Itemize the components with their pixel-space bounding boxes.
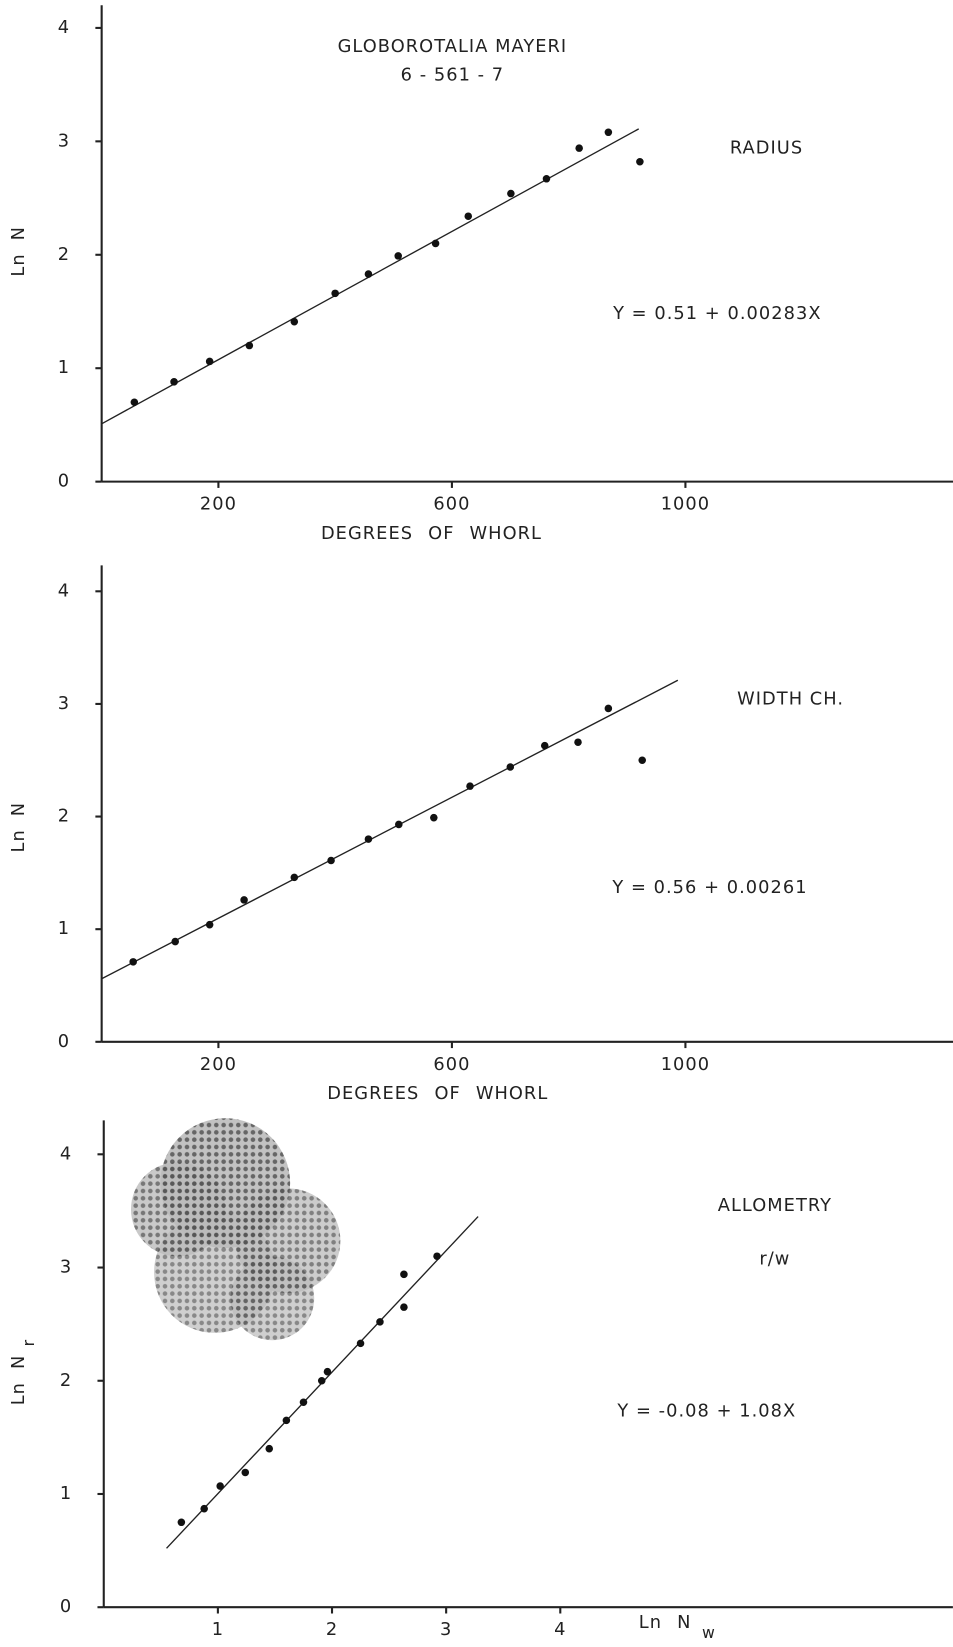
y-tick-label: 3 [60,1257,72,1278]
y-axis-label: Ln N [8,226,29,277]
annotation: WIDTH CH. [737,688,844,709]
data-point [507,189,515,198]
annotation: Y = -0.08 + 1.08X [616,1400,796,1421]
annotation: RADIUS [730,138,803,159]
data-point [299,1398,308,1407]
data-point [331,289,339,298]
x-axis-label-subscript: w [702,1623,716,1642]
y-tick-label: 4 [58,17,70,38]
data-point [575,144,583,152]
data-point [364,835,373,843]
data-point [282,1416,291,1425]
y-tick-label: 4 [60,1143,72,1164]
x-tick-label: 600 [433,494,470,515]
data-point [130,398,139,407]
data-point [574,738,582,746]
chart-subtitle: 6 - 561 - 7 [401,64,505,85]
data-point [205,920,214,929]
x-tick-label: 2 [326,1619,338,1640]
y-tick-label: 4 [58,580,70,601]
data-point [364,270,373,278]
specimen-image [130,1118,341,1341]
annotation: r/w [759,1249,790,1270]
data-point [170,378,178,386]
data-point [400,1303,408,1311]
data-point [327,856,335,865]
x-tick-label: 600 [433,1054,470,1075]
x-tick-label: 1000 [661,1054,710,1075]
data-point [240,896,248,904]
y-axis-label: Ln N [8,802,29,853]
data-point [430,813,438,822]
x-axis-label: DEGREES OF WHORL [321,523,542,544]
y-tick-label: 1 [58,918,70,939]
data-point [205,357,214,366]
data-point [216,1482,224,1490]
data-point [464,212,473,220]
y-axis-label: Ln N [8,1355,29,1406]
x-axis-label: DEGREES OF WHORL [327,1083,548,1104]
data-point [604,704,613,713]
x-axis-label: Ln N [639,1612,692,1633]
y-tick-label: 1 [60,1483,72,1504]
data-point [636,157,644,166]
data-point [376,1318,384,1326]
data-point [395,820,403,829]
data-point [638,756,646,765]
data-point [433,1252,441,1260]
y-tick-label: 3 [58,130,70,151]
data-point [466,782,474,790]
y-axis-label-subscript: r [19,1339,38,1347]
x-tick-label: 1 [212,1619,224,1640]
x-tick-label: 3 [440,1619,452,1640]
data-point [604,128,613,137]
y-tick-label: 2 [60,1370,72,1391]
data-point [241,1468,250,1477]
chart-title: GLOBOROTALIA MAYERI [338,36,568,57]
data-point [171,937,179,946]
y-tick-label: 3 [58,693,70,714]
data-point [177,1518,186,1527]
y-tick-label: 2 [58,806,70,827]
data-point [540,741,549,750]
data-point [506,763,515,771]
data-point [290,317,299,326]
data-point [356,1339,365,1348]
fit-line [101,679,679,980]
y-tick-label: 0 [58,471,70,492]
annotation: Y = 0.51 + 0.00283X [612,303,821,324]
data-point [290,873,299,882]
annotation: Y = 0.56 + 0.00261 [611,877,807,898]
data-point [400,1270,408,1279]
data-point [265,1444,274,1453]
data-point [394,252,402,260]
x-tick-label: 1000 [661,494,710,515]
data-point [200,1504,208,1513]
data-point [542,175,551,183]
data-point [431,239,440,248]
x-tick-label: 4 [554,1619,566,1640]
annotation: ALLOMETRY [718,1195,832,1216]
data-point [323,1367,332,1376]
y-tick-label: 0 [58,1031,70,1052]
data-point [129,958,137,966]
data-point [317,1376,326,1385]
x-tick-label: 200 [200,1054,237,1075]
y-tick-label: 2 [58,244,70,265]
y-tick-label: 1 [58,357,70,378]
y-tick-label: 0 [60,1596,72,1617]
data-point [245,341,254,350]
x-tick-label: 200 [200,494,237,515]
